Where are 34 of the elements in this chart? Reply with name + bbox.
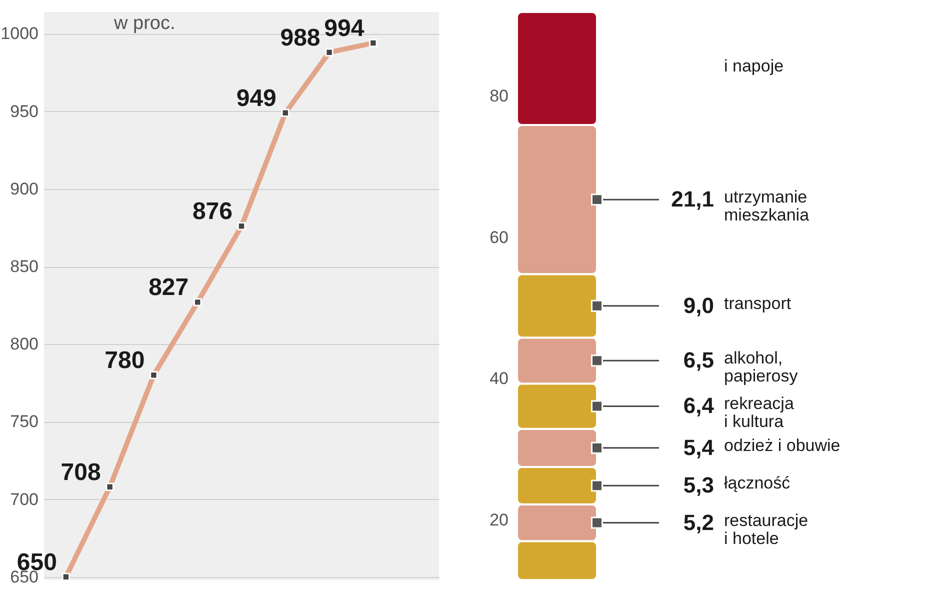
y-tick-label: 20 [490, 510, 508, 530]
y-tick-label: 1000 [0, 24, 38, 44]
y-tick-label: 950 [10, 102, 38, 121]
data-label: 949 [236, 84, 276, 112]
data-label: 5,4 [683, 434, 715, 460]
text: rekreacja i kultura [724, 394, 794, 432]
data-label: 876 [192, 198, 232, 226]
data-label: 827 [148, 274, 189, 302]
y-tick-label: 850 [10, 257, 38, 276]
y-tick-label: 40 [490, 369, 508, 388]
text: restauracje i hotele [724, 510, 808, 548]
data-label: 5,3 [683, 472, 714, 498]
text: alkohol, papierosy [724, 348, 798, 386]
text: utrzymanie mieszkania [724, 188, 810, 225]
data-label: 9,0 [683, 292, 714, 318]
text: i napoje [724, 56, 784, 76]
y-tick-label: 900 [10, 179, 38, 198]
data-label: 6,4 [683, 393, 715, 418]
annotation: w proc. [113, 13, 176, 34]
y-tick-label: 80 [490, 86, 508, 106]
y-tick-label: 800 [10, 334, 38, 354]
text: transport [724, 294, 792, 313]
data-label: 5,2 [683, 510, 714, 535]
text: łączność [724, 474, 791, 493]
y-tick-label: 60 [490, 228, 508, 247]
text: odzież i obuwie [724, 436, 840, 455]
data-label: 988 [280, 24, 320, 52]
data-label: 780 [104, 347, 145, 374]
y-tick-label: 700 [10, 490, 38, 509]
y-tick-label: 750 [10, 412, 38, 432]
data-label: 708 [60, 458, 101, 486]
data-label: 994 [324, 15, 365, 42]
data-label: 21,1 [671, 186, 714, 212]
data-label: 6,5 [683, 348, 714, 373]
